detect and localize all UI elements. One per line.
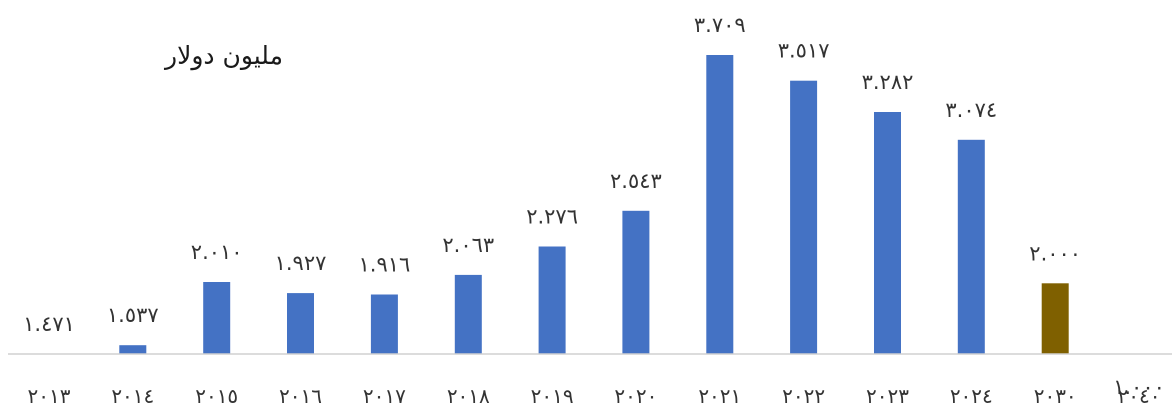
x-tick-label-4: ۲۰۱۷ — [363, 384, 406, 408]
bar-4 — [370, 294, 398, 354]
bar-6 — [538, 246, 566, 354]
x-tick-label-7: ۲۰۲۰ — [614, 384, 657, 408]
value-label-0: ۱.٤۷۱ — [23, 312, 75, 336]
x-tick-label-9: ۲۰۲۲ — [782, 384, 825, 408]
bars-group — [119, 55, 1069, 354]
value-label-3: ۱.۹۲۷ — [275, 251, 327, 275]
value-label-10: ۳.۲۸۲ — [862, 70, 914, 94]
bar-8 — [706, 55, 734, 354]
bar-9 — [790, 80, 818, 354]
value-label-5: ۲.۰٦۳ — [442, 233, 494, 257]
bar-5 — [454, 274, 482, 354]
x-tick-label-8: ۲۰۲۱ — [698, 384, 741, 408]
x-tick-label-12: ۲۰۳۰ — [1034, 384, 1077, 408]
x-tick-label-1: ۲۰۱٤ — [111, 384, 154, 408]
bar-10 — [874, 112, 901, 354]
value-label-8: ۳.۷۰۹ — [694, 13, 746, 37]
bar-2 — [203, 282, 231, 354]
value-label-13: ۱.۰۰۰ — [1113, 375, 1165, 399]
bar-11 — [957, 139, 985, 354]
value-labels-group: ۱.٤۷۱ ۱.٥۳۷ ۲.۰۱۰ ۱.۹۲۷ ۱.۹۱٦ ۲.۰٦۳ ۲.۲۷٦ ۲.٥٤۳… — [23, 13, 1165, 399]
x-tick-label-2: ۲۰۱٥ — [195, 384, 238, 408]
value-label-12: ۲.۰۰۰ — [1029, 241, 1081, 265]
x-tick-label-10: ۲۰۲۳ — [866, 384, 909, 408]
x-tick-label-5: ۲۰۱۸ — [447, 384, 490, 408]
value-label-2: ۲.۰۱۰ — [191, 240, 243, 264]
value-label-1: ۱.٥۳۷ — [107, 303, 159, 327]
x-tick-labels-group: ۲۰۱۳ ۲۰۱٤ ۲۰۱٥ ۲۰۱٦ ۲۰۱۷ ۲۰۱۸ ۲۰۱۹ ۲۰۲۰ ۲۰۲۱ ۲۰۲۲… — [28, 384, 1161, 408]
x-tick-label-3: ۲۰۱٦ — [279, 384, 322, 408]
unit-label: ملیون دولار — [163, 41, 283, 71]
value-label-9: ۳.٥۱۷ — [778, 39, 830, 63]
x-tick-label-11: ۲۰۲٤ — [950, 384, 993, 408]
bar-12 — [1041, 283, 1069, 354]
x-tick-label-6: ۲۰۱۹ — [531, 384, 574, 408]
bar-7 — [622, 210, 650, 354]
value-label-4: ۱.۹۱٦ — [359, 253, 411, 277]
bar-3 — [287, 293, 314, 354]
value-label-7: ۲.٥٤۳ — [610, 169, 662, 193]
bar-1 — [119, 345, 147, 354]
value-label-11: ۳.۰۷٤ — [945, 98, 997, 122]
value-label-6: ۲.۲۷٦ — [526, 205, 578, 229]
x-tick-label-13: ۲۰٤۰ — [1118, 384, 1161, 408]
x-tick-label-0: ۲۰۱۳ — [28, 384, 71, 408]
